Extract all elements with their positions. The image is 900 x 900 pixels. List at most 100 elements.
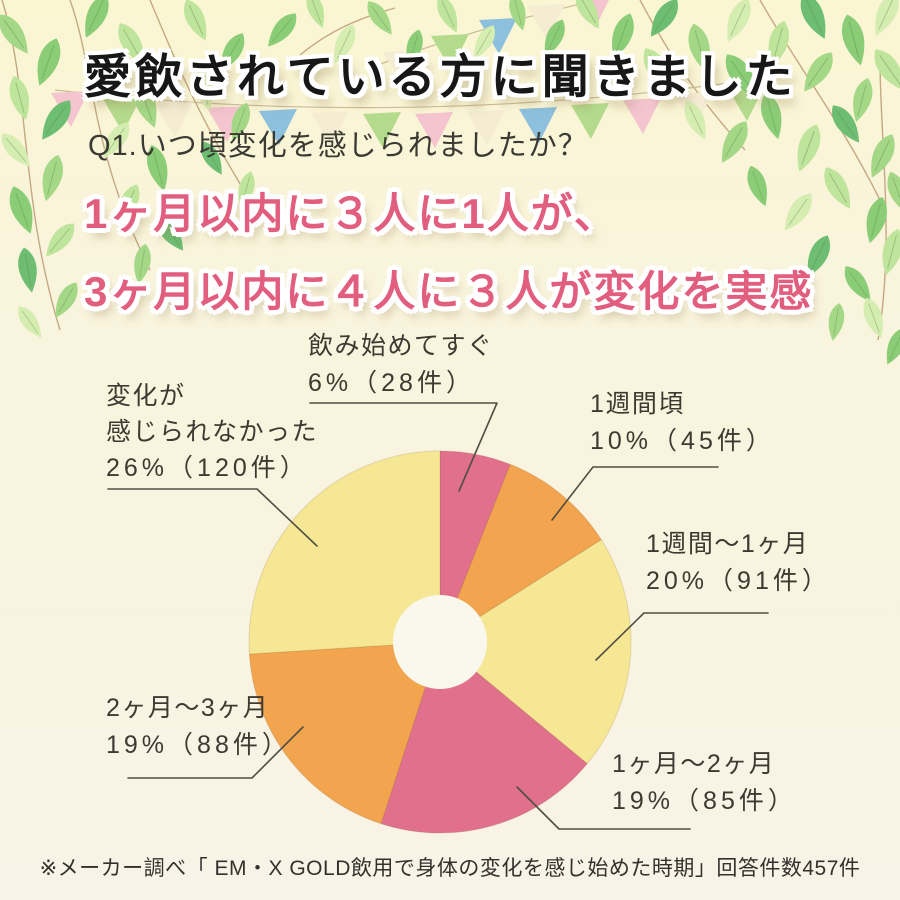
leaf-icon xyxy=(575,0,599,29)
leaf-icon xyxy=(194,69,213,111)
pie-chart xyxy=(248,450,632,834)
branch-stem xyxy=(877,59,887,341)
leader-line-sugu xyxy=(309,402,498,492)
leaf-icon xyxy=(238,171,255,209)
branch-stem xyxy=(69,0,151,271)
leaf-icon xyxy=(727,0,751,42)
leaf-icon xyxy=(42,154,63,202)
leaf-icon xyxy=(841,14,865,66)
source-note: ※メーカー調べ「 EM・X GOLD飲用で身体の変化を感じ始めた時期」回答件数4… xyxy=(39,857,861,880)
bunting-flag xyxy=(363,112,401,148)
leaf-icon xyxy=(18,247,37,293)
bunting-flag xyxy=(311,111,349,147)
leaf-icon xyxy=(871,134,895,178)
leaf-icon xyxy=(784,193,812,231)
leaf-icon xyxy=(797,124,821,172)
leader-line-3month xyxy=(127,726,304,779)
callout-1week-1month: 1週間〜1ヶ月 20%（91件） xyxy=(646,526,831,600)
bunting-flag xyxy=(431,34,469,70)
leader-lines xyxy=(107,402,769,830)
leaf-icon xyxy=(156,213,184,251)
leaf-icon xyxy=(684,100,706,140)
leaf-icon xyxy=(768,20,789,68)
bunting-flag xyxy=(527,4,565,40)
leaf-icon xyxy=(725,54,758,98)
survey-question: Q1.いつ頃変化を感じられましたか？ xyxy=(88,130,588,162)
bunting-flag xyxy=(259,109,297,145)
leaf-icon xyxy=(824,167,851,209)
bunting-flag xyxy=(571,103,609,139)
callout-2month-3month: 2ヶ月〜3ヶ月 19%（88件） xyxy=(106,690,291,764)
leaf-icon xyxy=(643,48,671,92)
leaf-decoration xyxy=(0,0,900,365)
leaf-icon xyxy=(95,57,115,103)
leaf-icon xyxy=(747,165,767,207)
bunting-flag xyxy=(155,102,193,138)
leaf-icon xyxy=(887,171,900,213)
leader-line-1week xyxy=(551,466,719,521)
leaf-icon xyxy=(306,0,324,29)
branch-stem xyxy=(149,0,251,201)
leaf-icon xyxy=(800,0,826,39)
leaf-icon xyxy=(721,121,748,163)
leaf-icon xyxy=(509,0,526,31)
pie-slice xyxy=(248,641,441,825)
callout-value: 20%（91件） xyxy=(646,567,831,595)
leaf-icon xyxy=(832,105,860,143)
callout-value: 10%（45件） xyxy=(590,427,775,455)
leaf-icon xyxy=(406,29,423,67)
callout-value: 19%（88件） xyxy=(106,731,291,759)
branch-stem xyxy=(759,0,881,201)
callout-value: 19%（85件） xyxy=(612,787,797,815)
stem-decoration xyxy=(1,0,887,341)
headline-line1: 1ヶ月以内に３人に1人が、 xyxy=(84,190,618,237)
leaf-icon xyxy=(761,92,782,140)
donut-hole xyxy=(393,595,487,689)
callout-label: 1週間〜1ヶ月 xyxy=(646,530,810,558)
leader-line-1month xyxy=(595,612,769,661)
leaf-icon xyxy=(221,33,245,71)
leaf-icon xyxy=(103,122,130,158)
pie-slice xyxy=(248,450,441,655)
callout-value: 6%（28件） xyxy=(308,369,475,397)
leaf-icon xyxy=(118,184,140,224)
leaf-icon xyxy=(886,327,900,365)
callout-label: 感じられなかった xyxy=(106,418,319,446)
leaf-icon xyxy=(42,100,71,140)
leaf-icon xyxy=(231,102,250,142)
leaf-icon xyxy=(874,49,900,91)
bunting-flag xyxy=(623,98,661,134)
leaf-icon xyxy=(650,0,678,37)
leaf-icon xyxy=(612,13,634,59)
leaf-icon xyxy=(201,141,222,175)
callout-sugu: 飲み始めてすぐ 6%（28件） xyxy=(308,328,494,402)
bunting-flag xyxy=(415,112,453,148)
callout-nochange: 変化が 感じられなかった 26%（120件） xyxy=(106,378,318,486)
leaf-icon xyxy=(0,14,28,54)
leaf-icon xyxy=(474,25,495,59)
leaf-icon xyxy=(863,297,883,339)
leaf-icon xyxy=(268,13,297,47)
leaf-icon xyxy=(544,19,565,57)
bunting-flag xyxy=(103,97,141,133)
callout-label: 飲み始めてすぐ xyxy=(308,332,494,360)
leaf-icon xyxy=(882,228,900,276)
pie-slice xyxy=(439,539,632,765)
leaf-icon xyxy=(134,243,151,285)
callout-label: 変化が xyxy=(106,382,186,410)
leaf-icon xyxy=(688,23,710,73)
leaf-icon xyxy=(147,144,168,192)
leaf-icon xyxy=(46,223,75,257)
leaf-icon xyxy=(853,77,873,123)
leaf-icon xyxy=(844,266,871,302)
pie-slice xyxy=(439,450,511,643)
leaf-icon xyxy=(9,75,29,121)
leaf-icon xyxy=(367,1,392,35)
leaf-icon xyxy=(875,0,899,36)
callout-label: 1週間頃 xyxy=(590,390,685,418)
leaf-icon xyxy=(1,133,30,167)
leaf-icon xyxy=(183,0,207,41)
leaf-icon xyxy=(804,52,833,92)
